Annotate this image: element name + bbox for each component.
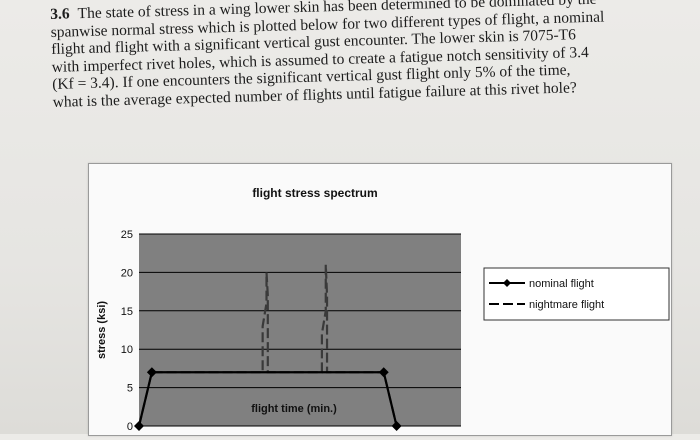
x-axis-title: flight time (min.) bbox=[251, 403, 337, 415]
legend-label-nominal: nominal flight bbox=[529, 278, 594, 290]
x-tick-label: 200 bbox=[387, 434, 405, 435]
data-point-nominal bbox=[391, 421, 402, 431]
problem-number: 3.6 bbox=[50, 5, 70, 23]
legend-marker-nominal bbox=[503, 279, 511, 287]
legend-label-nightmare: nightmare flight bbox=[529, 299, 604, 311]
chart-title: flight stress spectrum bbox=[252, 186, 377, 200]
legend: nominal flight nightmare flight bbox=[483, 267, 670, 321]
legend-box bbox=[483, 267, 670, 321]
x-tick-label: 0 bbox=[136, 434, 142, 435]
x-tick-label: 250 bbox=[452, 434, 470, 435]
x-tick-label: 150 bbox=[323, 434, 341, 435]
y-tick-label: 25 bbox=[121, 229, 133, 241]
data-point-nominal bbox=[378, 367, 389, 378]
y-tick-label: 20 bbox=[121, 267, 133, 279]
x-tick-labels: 0 50 100 150 200 250 bbox=[136, 434, 470, 440]
plot-area bbox=[139, 234, 461, 426]
problem-text: 3.6 The state of stress in a wing lower s… bbox=[50, 0, 683, 112]
series-lines bbox=[134, 264, 402, 431]
x-tick-label: 100 bbox=[259, 434, 277, 435]
gridlines bbox=[139, 233, 461, 427]
x-tick-label: 50 bbox=[197, 434, 209, 435]
data-point-nominal bbox=[134, 421, 144, 431]
y-axis-title: stress (ksi) bbox=[96, 301, 108, 359]
y-tick-label: 5 bbox=[127, 383, 133, 395]
series-line-nominal-flight bbox=[137, 371, 398, 427]
data-point-nominal bbox=[146, 367, 157, 378]
y-tick-labels: 0 5 10 15 20 25 bbox=[121, 229, 133, 433]
chart-figure: flight stress spectrum 0 5 10 15 20 25 0 50 100… bbox=[88, 163, 672, 440]
stress-chart: flight stress spectrum 0 5 10 15 20 25 0 50 100… bbox=[96, 186, 670, 440]
y-tick-label: 0 bbox=[127, 421, 133, 433]
y-tick-label: 10 bbox=[121, 344, 133, 356]
y-tick-label: 15 bbox=[121, 306, 133, 318]
